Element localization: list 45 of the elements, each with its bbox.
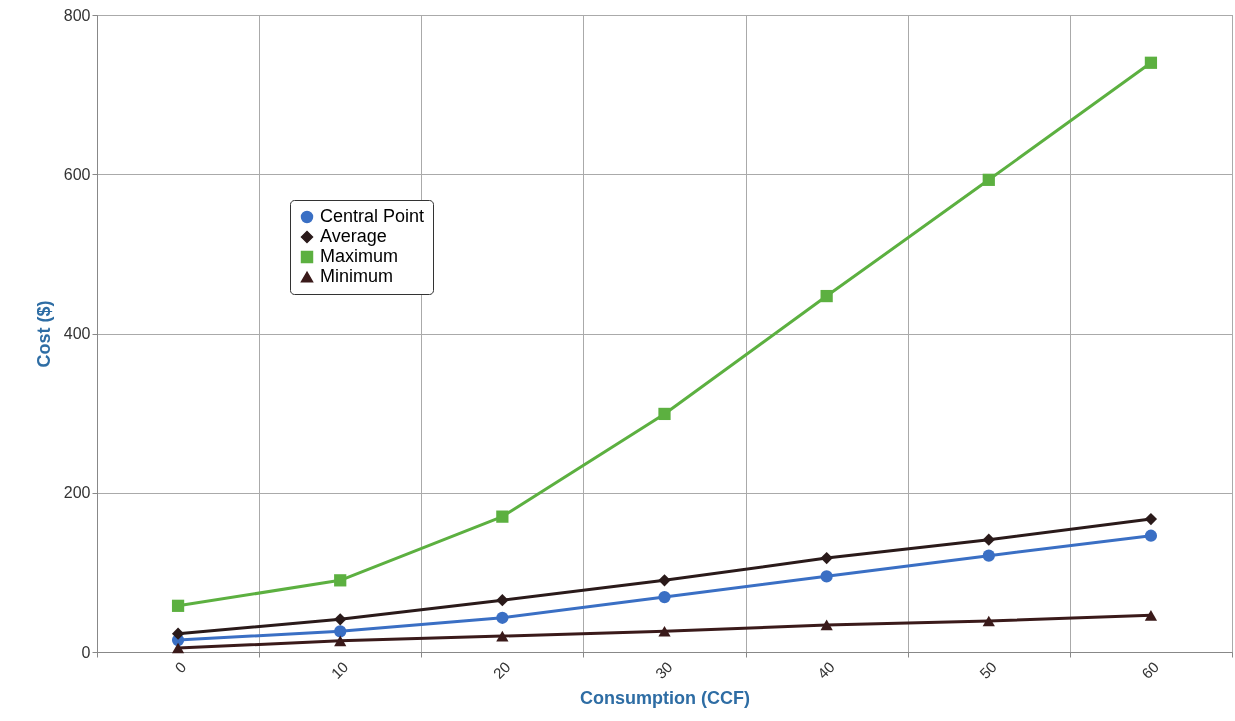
x-tick-label: 10 — [327, 658, 352, 682]
point — [1144, 610, 1158, 621]
x-tick-label: 30 — [651, 658, 676, 682]
point — [658, 574, 671, 587]
legend-label: Minimum — [320, 266, 394, 286]
y-tick-label: 600 — [63, 165, 91, 183]
point — [982, 615, 995, 627]
point — [658, 407, 671, 421]
legend-label: Maximum — [320, 246, 399, 266]
point — [496, 611, 509, 624]
point — [658, 590, 671, 604]
x-tick-label: 40 — [813, 658, 838, 682]
point — [982, 173, 995, 186]
point — [1144, 512, 1158, 526]
legend-label: Central Point — [320, 206, 425, 226]
point — [982, 533, 995, 546]
point — [334, 625, 347, 638]
point — [1144, 56, 1158, 69]
x-tick-label: 50 — [976, 658, 1000, 682]
y-tick-label: 200 — [63, 484, 91, 502]
point — [658, 625, 671, 637]
point — [1144, 529, 1158, 542]
point — [334, 574, 347, 587]
point — [496, 630, 509, 642]
y-tick-label: 400 — [63, 325, 91, 342]
point — [171, 642, 185, 654]
y-tick-label: 0 — [81, 643, 91, 661]
point — [820, 551, 833, 565]
y-tick-label: 800 — [63, 6, 91, 24]
x-tick-label: 60 — [1138, 658, 1163, 682]
point — [982, 549, 995, 562]
x-tick-label: 0 — [171, 658, 190, 677]
point — [820, 570, 833, 583]
point — [171, 599, 185, 612]
x-axis-title: Consumption (CCF) — [580, 687, 750, 708]
legend-label: Average — [320, 226, 387, 246]
point — [820, 619, 833, 631]
y-axis-title: Cost ($) — [33, 300, 54, 368]
point — [171, 627, 185, 640]
point — [820, 289, 833, 303]
point — [496, 594, 509, 607]
point — [334, 613, 347, 626]
x-tick-label: 20 — [489, 658, 514, 682]
point — [496, 510, 509, 523]
point — [334, 635, 347, 647]
